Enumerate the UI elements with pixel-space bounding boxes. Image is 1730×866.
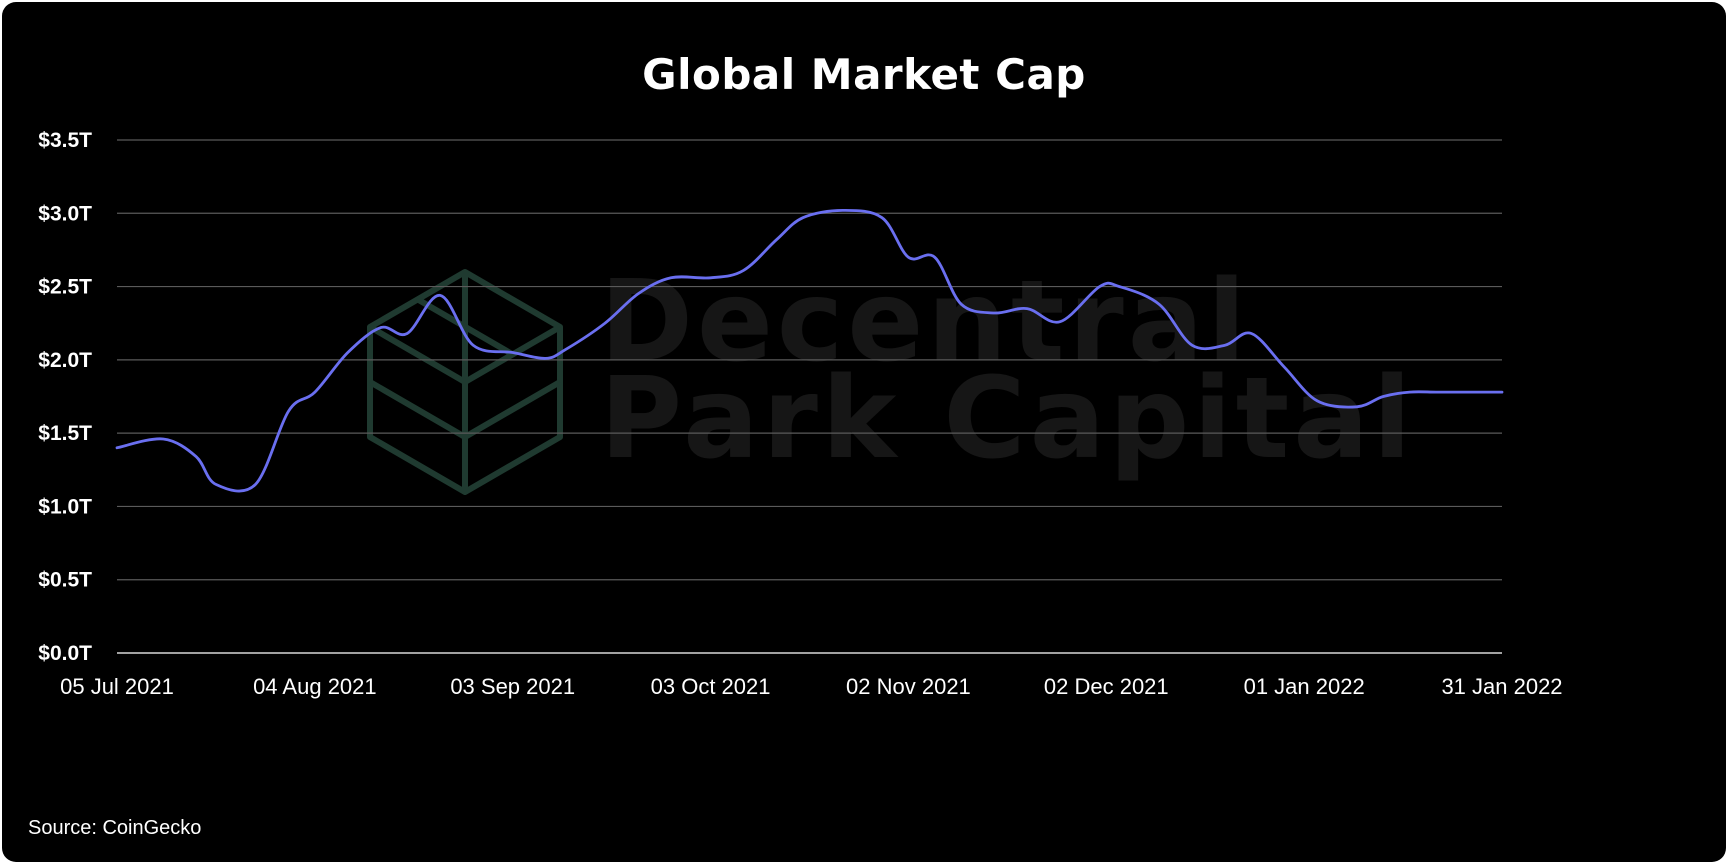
x-tick-label: 03 Sep 2021 — [450, 674, 575, 699]
watermark-cube-stroke-4 — [415, 296, 514, 357]
source-note: Source: CoinGecko — [28, 817, 202, 839]
x-axis-ticks: 05 Jul 2021 04 Aug 2021 03 Sep 2021 03 Oct … — [60, 674, 1562, 699]
watermark-text-line2: Park Capital — [600, 354, 1415, 484]
x-tick-label: 05 Jul 2021 — [60, 674, 174, 699]
series-line-0 — [115, 208, 1504, 493]
chart-title: Global Market Cap — [642, 50, 1086, 99]
x-tick-label: 31 Jan 2022 — [1441, 674, 1562, 699]
y-tick-label: $3.5T — [38, 129, 92, 152]
x-tick-label: 02 Dec 2021 — [1044, 674, 1169, 699]
y-tick-label: $2.5T — [38, 276, 92, 299]
y-tick-label: $1.5T — [38, 422, 92, 445]
y-axis-ticks: $0.0T $0.5T $1.0T $1.5T $2.0T $2.5T $3.0T $3.5T — [38, 129, 92, 665]
gridlines — [117, 139, 1502, 654]
x-tick-label: 01 Jan 2022 — [1244, 674, 1365, 699]
y-tick-label: $0.5T — [38, 569, 92, 592]
x-tick-label: 03 Oct 2021 — [651, 674, 771, 699]
y-tick-label: $2.0T — [38, 349, 92, 372]
watermark-cube-stroke-5 — [368, 379, 562, 440]
y-tick-label: $3.0T — [38, 202, 92, 225]
y-tick-label: $0.0T — [38, 642, 92, 665]
x-tick-label: 02 Nov 2021 — [846, 674, 971, 699]
x-tick-label: 04 Aug 2021 — [253, 674, 377, 699]
y-tick-label: $1.0T — [38, 495, 92, 518]
series-line-group — [115, 208, 1504, 493]
